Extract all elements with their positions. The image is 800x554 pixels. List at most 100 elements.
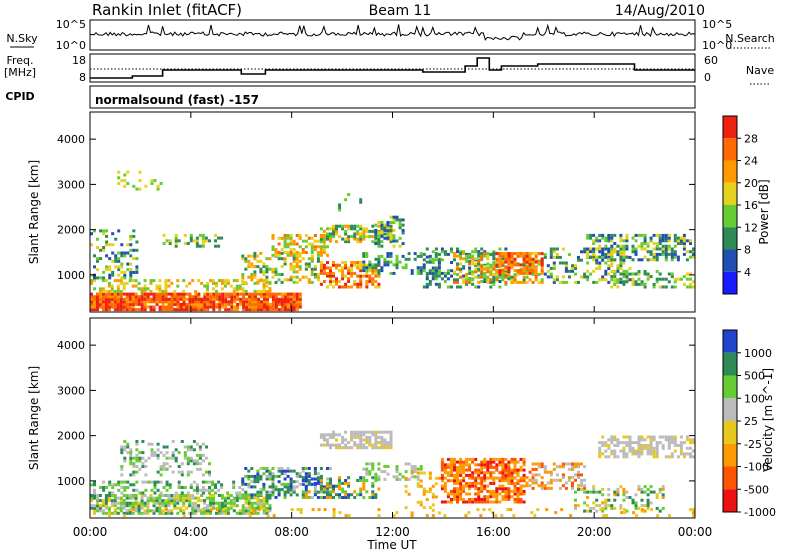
range-cell	[643, 490, 647, 494]
range-cell	[344, 274, 348, 278]
range-cell	[640, 490, 644, 494]
range-cell	[197, 295, 201, 299]
range-cell	[274, 280, 278, 284]
range-cell	[543, 484, 547, 488]
range-cell	[410, 475, 414, 479]
range-cell	[310, 482, 314, 486]
range-cell	[377, 514, 381, 518]
range-cell	[446, 285, 450, 289]
range-cell	[377, 435, 381, 439]
range-cell	[221, 302, 225, 306]
range-cell	[622, 452, 626, 456]
range-cell	[176, 295, 180, 299]
range-cell	[104, 506, 108, 510]
range-cell	[404, 266, 408, 270]
range-cell	[316, 273, 320, 276]
range-cell	[90, 243, 93, 247]
range-cell	[689, 438, 692, 442]
range-cell	[416, 477, 420, 481]
range-cell	[191, 297, 195, 301]
range-cell	[189, 470, 193, 474]
range-cell	[107, 494, 111, 497]
range-cell	[200, 302, 204, 306]
range-cell	[477, 481, 481, 485]
range-cell	[456, 280, 459, 284]
range-cell	[540, 280, 544, 284]
range-cell	[500, 514, 504, 518]
range-cell	[356, 282, 360, 286]
range-cell	[543, 467, 547, 471]
range-cell	[561, 476, 565, 480]
range-cell	[209, 508, 213, 512]
range-cell	[341, 277, 345, 281]
range-cell	[265, 477, 269, 481]
range-cell	[135, 448, 139, 452]
range-cell	[301, 490, 305, 494]
range-cell	[356, 446, 360, 450]
range-cell	[622, 498, 626, 502]
range-cell	[135, 257, 139, 261]
range-cell	[238, 509, 242, 513]
range-cell	[492, 489, 496, 493]
range-cell	[507, 476, 511, 480]
range-cell	[682, 236, 686, 240]
range-cell	[453, 492, 456, 496]
range-cell	[280, 482, 284, 486]
range-cell	[437, 511, 441, 515]
range-cell	[313, 273, 317, 276]
colorbar-swatch	[723, 375, 737, 399]
range-cell	[685, 452, 689, 456]
range-cell	[98, 305, 102, 309]
range-cell	[226, 511, 230, 515]
range-cell	[359, 240, 363, 244]
range-cell	[365, 438, 369, 442]
range-cell	[153, 480, 157, 484]
range-cell	[329, 282, 332, 286]
range-cell	[483, 267, 487, 271]
range-cell	[296, 508, 300, 512]
range-cell	[682, 252, 686, 256]
range-cell	[253, 501, 257, 505]
range-cell	[171, 451, 175, 455]
range-cell	[483, 254, 487, 258]
range-cell	[607, 438, 611, 442]
range-cell	[534, 260, 538, 264]
range-cell	[332, 496, 335, 499]
range-cell	[119, 501, 123, 505]
range-cell	[93, 287, 96, 291]
range-cell	[564, 481, 568, 485]
range-cell	[673, 280, 677, 284]
range-cell	[637, 258, 641, 262]
range-cell	[313, 485, 317, 489]
range-cell	[462, 463, 466, 467]
range-cell	[271, 248, 275, 252]
range-cell	[583, 247, 587, 251]
range-cell	[96, 496, 99, 500]
range-cell	[504, 463, 508, 467]
range-cell	[353, 435, 357, 439]
range-cell	[468, 473, 472, 477]
range-cell	[214, 483, 217, 487]
range-cell	[206, 290, 209, 293]
range-cell	[483, 275, 487, 279]
range-cell	[117, 170, 121, 174]
range-cell	[371, 462, 375, 466]
range-cell	[643, 239, 647, 243]
range-cell	[217, 488, 221, 492]
range-cell	[247, 485, 251, 489]
range-cell	[229, 506, 233, 510]
nsearch-tick-bottom: 10^0	[702, 39, 732, 52]
range-cell	[329, 227, 332, 231]
range-cell	[592, 280, 596, 284]
range-cell	[206, 308, 210, 312]
range-cell	[374, 493, 378, 497]
range-cell	[268, 305, 272, 309]
range-cell	[545, 508, 549, 512]
range-cell	[245, 292, 249, 296]
range-cell	[143, 287, 147, 291]
range-cell	[251, 508, 255, 512]
range-cell	[90, 295, 93, 299]
range-cell	[673, 285, 677, 289]
range-cell	[105, 268, 109, 272]
range-cell	[422, 492, 426, 496]
